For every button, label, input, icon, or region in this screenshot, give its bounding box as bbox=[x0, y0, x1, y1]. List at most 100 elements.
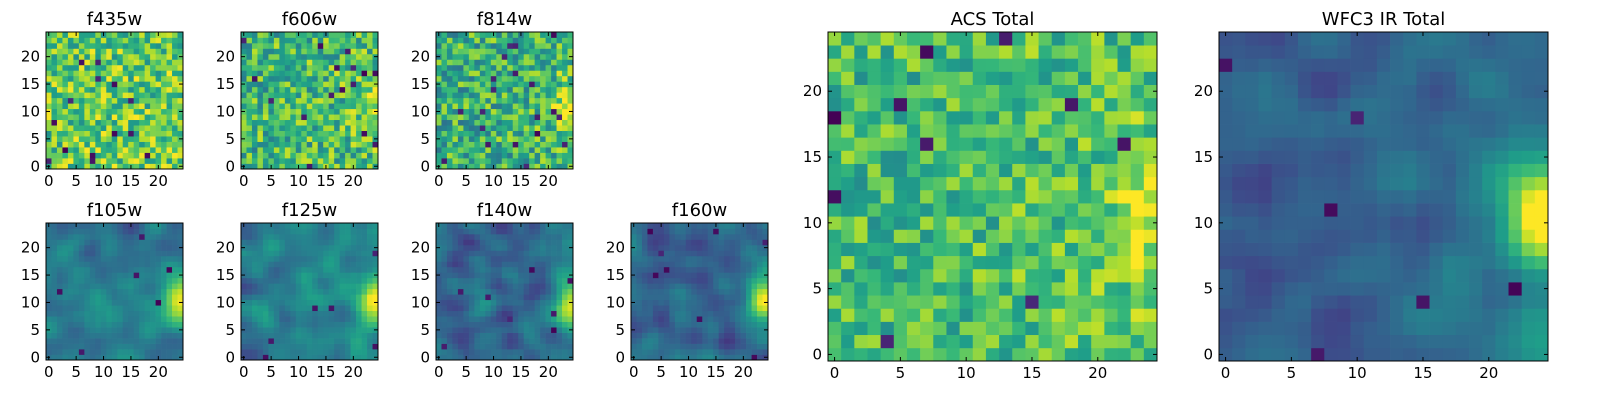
heatmap-cell bbox=[485, 277, 492, 284]
heatmap-cell bbox=[551, 97, 557, 104]
heatmap-cell bbox=[463, 125, 470, 131]
heatmap-cell bbox=[757, 239, 763, 246]
heatmap-cell bbox=[100, 97, 107, 104]
heatmap-cell bbox=[106, 244, 113, 251]
heatmap-cell bbox=[128, 305, 135, 312]
heatmap-cell bbox=[172, 48, 178, 55]
heatmap-cell bbox=[468, 81, 475, 88]
heatmap-cell bbox=[273, 223, 280, 229]
y-tick-label: 5 bbox=[420, 321, 430, 339]
heatmap-cell bbox=[663, 255, 670, 262]
y-tick-label: 0 bbox=[30, 157, 40, 175]
heatmap-cell bbox=[702, 338, 709, 344]
heatmap-cell bbox=[144, 86, 151, 93]
heatmap-cell bbox=[150, 42, 156, 49]
heatmap-cell bbox=[177, 48, 184, 55]
heatmap-cell bbox=[150, 266, 156, 273]
heatmap-cell bbox=[150, 299, 156, 306]
heatmap-cell bbox=[680, 277, 687, 284]
heatmap-cell bbox=[100, 338, 107, 344]
heatmap-cell bbox=[518, 141, 525, 148]
heatmap-cell bbox=[468, 244, 475, 251]
heatmap-cell bbox=[540, 244, 546, 251]
heatmap-cell bbox=[534, 343, 541, 350]
heatmap-cell bbox=[702, 255, 709, 262]
heatmap-cell bbox=[663, 332, 670, 339]
heatmap-cell bbox=[161, 354, 167, 361]
heatmap-cell bbox=[246, 228, 253, 235]
heatmap-cell bbox=[177, 147, 184, 153]
heatmap-cell bbox=[257, 53, 264, 60]
heatmap-cell bbox=[339, 305, 346, 312]
heatmap-cell bbox=[920, 176, 934, 191]
x-tick-label: 5 bbox=[656, 363, 666, 381]
heatmap-cell bbox=[828, 255, 842, 270]
heatmap-cell bbox=[323, 261, 330, 268]
heatmap-cell bbox=[631, 343, 637, 350]
heatmap-cell bbox=[290, 354, 297, 361]
heatmap-cell bbox=[1143, 334, 1158, 349]
heatmap-cell bbox=[529, 70, 535, 77]
heatmap-cell bbox=[669, 272, 676, 279]
heatmap-cell bbox=[746, 349, 752, 355]
heatmap-cell bbox=[567, 332, 574, 339]
heatmap-cell bbox=[718, 310, 725, 317]
heatmap-cell bbox=[284, 228, 291, 235]
heatmap-cell bbox=[89, 316, 96, 322]
plot-frame bbox=[435, 31, 574, 170]
heatmap-cell bbox=[273, 70, 280, 77]
heatmap-cell bbox=[372, 97, 379, 104]
heatmap-cell bbox=[713, 272, 720, 279]
heatmap-cell bbox=[67, 299, 74, 306]
heatmap-cell bbox=[339, 158, 346, 164]
heatmap-cell bbox=[144, 310, 151, 317]
heatmap-cell bbox=[556, 233, 563, 240]
heatmap-cell bbox=[155, 327, 162, 333]
heatmap-cell bbox=[328, 272, 335, 279]
heatmap-cell bbox=[284, 32, 291, 38]
heatmap-cell bbox=[1064, 295, 1079, 309]
heatmap-cell bbox=[372, 152, 379, 159]
heatmap-cell bbox=[540, 228, 546, 235]
heatmap-cell bbox=[246, 103, 253, 110]
heatmap-cell bbox=[122, 299, 129, 306]
heatmap-cell bbox=[496, 81, 503, 88]
heatmap-cell bbox=[312, 294, 319, 301]
heatmap-cell bbox=[501, 294, 508, 301]
heatmap-cell bbox=[512, 338, 519, 344]
heatmap-cell bbox=[757, 316, 763, 322]
heatmap-cell bbox=[1078, 268, 1092, 283]
heatmap-cell bbox=[257, 233, 264, 240]
heatmap-cell bbox=[468, 250, 475, 257]
heatmap-cell bbox=[328, 305, 335, 312]
heatmap-cell bbox=[323, 130, 330, 137]
x-tick-label: 10 bbox=[289, 172, 308, 190]
heatmap-cell bbox=[490, 53, 497, 60]
heatmap-cell bbox=[631, 255, 637, 262]
heatmap-cell bbox=[946, 295, 960, 309]
heatmap-cell bbox=[89, 158, 96, 164]
heatmap-cell bbox=[161, 108, 167, 115]
heatmap-cell bbox=[512, 163, 519, 170]
heatmap-cell bbox=[161, 59, 167, 66]
heatmap-cell bbox=[150, 136, 156, 142]
heatmap-cell bbox=[457, 130, 464, 137]
heatmap-cell bbox=[880, 216, 895, 230]
heatmap-cell bbox=[89, 294, 96, 301]
heatmap-cell bbox=[361, 261, 368, 268]
heatmap-cell bbox=[1064, 229, 1079, 243]
heatmap-cell bbox=[751, 288, 758, 295]
heatmap-cell bbox=[273, 130, 280, 137]
heatmap-cell bbox=[73, 92, 80, 99]
heatmap-cell bbox=[78, 42, 85, 49]
heatmap-cell bbox=[1104, 216, 1118, 230]
heatmap-cell bbox=[312, 141, 319, 148]
heatmap-cell bbox=[251, 255, 258, 262]
heatmap-cell bbox=[95, 239, 102, 246]
heatmap-cell bbox=[367, 141, 373, 148]
heatmap-cell bbox=[562, 233, 568, 240]
heatmap-cell bbox=[534, 349, 541, 355]
heatmap-cell bbox=[523, 70, 530, 77]
heatmap-cell bbox=[89, 92, 96, 99]
heatmap-cell bbox=[100, 158, 107, 164]
